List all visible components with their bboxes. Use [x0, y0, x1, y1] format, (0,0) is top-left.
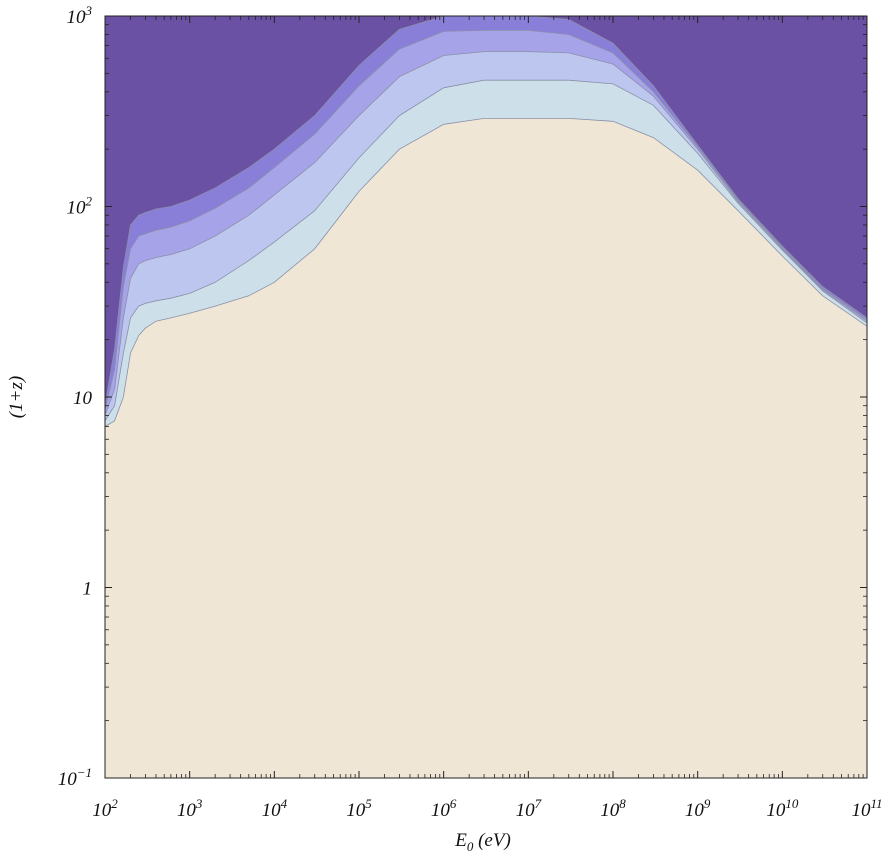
x-tick-label: 109: [685, 796, 711, 821]
y-axis-title: (1+z): [6, 376, 27, 418]
x-axis-title-subscript: 0: [467, 839, 474, 854]
x-axis-title-unit: (eV): [473, 830, 510, 851]
y-tick-label: 102: [67, 194, 93, 219]
y-axis: 10−1 1 10 102 103: [58, 3, 867, 790]
y-tick-label: 10−1: [58, 765, 92, 790]
x-tick-label: 102: [92, 796, 118, 821]
x-axis: 102 103 104 105 106 107 108 109 1010 1011: [92, 16, 883, 821]
x-axis-title: E0 (eV): [454, 830, 511, 854]
x-tick-label: 1011: [851, 796, 882, 821]
x-tick-label: 103: [177, 796, 203, 821]
x-tick-label: 1010: [766, 796, 799, 821]
x-tick-label: 104: [262, 796, 288, 821]
y-tick-label: 1: [83, 579, 93, 600]
x-tick-label: 107: [516, 796, 542, 821]
y-tick-label: 103: [67, 3, 93, 28]
x-tick-label: 106: [431, 796, 457, 821]
contour-band-level--1: [105, 118, 867, 778]
x-tick-label: 108: [600, 796, 626, 821]
plot-area: [105, 16, 867, 778]
y-tick-label: 10: [73, 388, 93, 409]
x-tick-label: 105: [346, 796, 372, 821]
